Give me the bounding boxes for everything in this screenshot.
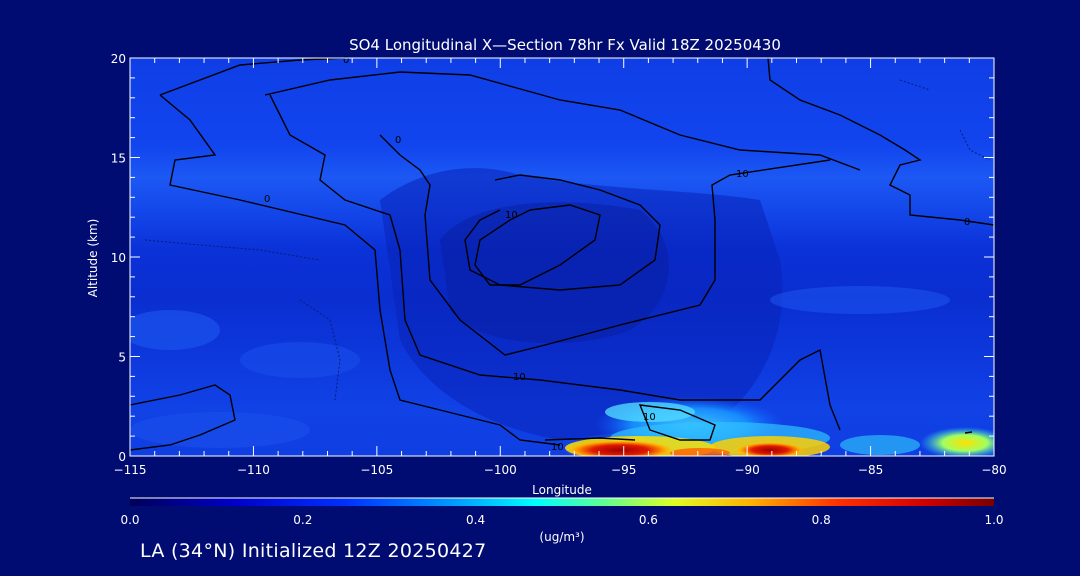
colorbar-tick-label: 0.0 — [120, 513, 139, 527]
contour-lines — [130, 58, 994, 451]
colorbar-ticks: 0.0 0.2 0.4 0.6 0.8 1.0 — [120, 513, 1003, 527]
y-axis: 0 5 10 15 20 — [111, 52, 994, 464]
x-tick-label: −80 — [981, 463, 1006, 477]
chart-title: SO4 Longitudinal X—Section 78hr Fx Valid… — [349, 36, 781, 54]
colorbar-tick-label: 0.2 — [293, 513, 312, 527]
contour-label: 0 — [395, 135, 401, 146]
y-tick-label: 20 — [111, 52, 126, 66]
contour-label: 0 — [264, 194, 270, 205]
y-axis-label: Altitude (km) — [86, 219, 100, 298]
x-tick-label: −95 — [611, 463, 636, 477]
concentration-field — [130, 58, 994, 456]
footer-caption: LA (34°N) Initialized 12Z 20250427 — [140, 540, 487, 562]
contour-label: 10 — [505, 210, 518, 221]
y-tick-label: 15 — [111, 152, 126, 166]
x-tick-label: −110 — [237, 463, 270, 477]
colorbar — [130, 498, 994, 506]
y-tick-label: 5 — [118, 351, 126, 365]
y-tick-label: 0 — [118, 450, 126, 464]
x-tick-label: −85 — [858, 463, 883, 477]
contour-label: 0 — [964, 217, 970, 228]
x-tick-label: −100 — [484, 463, 517, 477]
y-tick-label: 10 — [111, 251, 126, 265]
contour-label: 10 — [551, 442, 564, 453]
x-axis-label: Longitude — [532, 483, 592, 497]
colorbar-tick-label: 0.4 — [466, 513, 485, 527]
contour-label-group: 0 0 0 10 10 10 10 10 0 — [264, 55, 970, 453]
x-tick-label: −90 — [734, 463, 759, 477]
x-tick-label: −115 — [114, 463, 147, 477]
colorbar-tick-label: 0.6 — [639, 513, 658, 527]
colorbar-unit: (ug/m³) — [539, 530, 584, 544]
colorbar-tick-label: 0.8 — [812, 513, 831, 527]
dotted-contours — [144, 79, 991, 401]
colorbar-tick-label: 1.0 — [984, 513, 1003, 527]
x-tick-label: −105 — [360, 463, 393, 477]
contour-label: 10 — [643, 412, 656, 423]
contour-label: 0 — [343, 55, 349, 66]
contour-label: 10 — [513, 372, 526, 383]
x-axis: −115 −110 −105 −100 −95 −90 −85 −80 — [114, 58, 1007, 477]
contour-label: 10 — [736, 169, 749, 180]
